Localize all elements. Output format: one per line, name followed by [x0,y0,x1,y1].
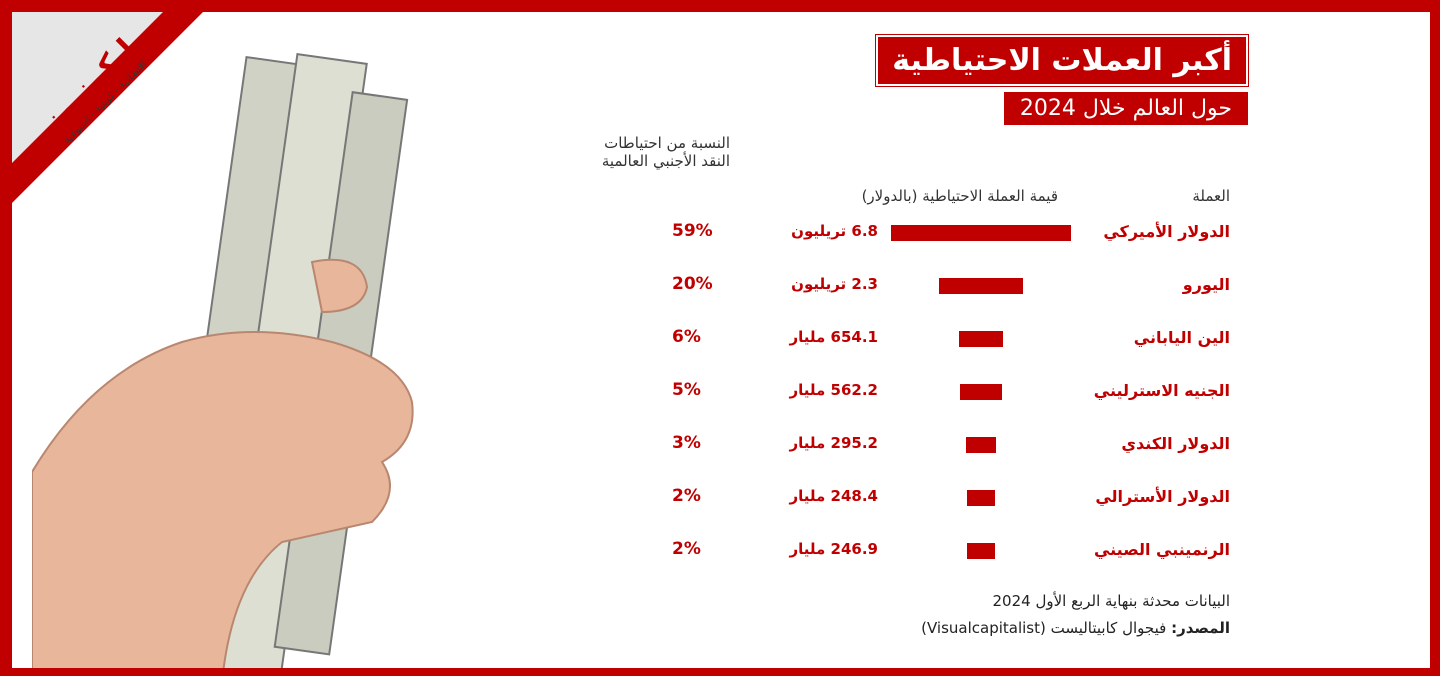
source-label: المصدر: [1171,619,1230,637]
bar [965,437,996,453]
chart-row: الجنيه الاسترليني 562.2 مليار 5% [12,377,1430,407]
header-share: النسبة من احتياطات النقد الأجنبي العالمي… [601,134,730,170]
bar [891,225,1071,241]
bar [939,278,1023,294]
chart-subtitle: حول العالم خلال 2024 [1003,92,1248,125]
header-currency: العملة [1192,187,1230,205]
currency-label: اليورو [1182,275,1230,294]
share-label: 5% [672,380,701,400]
value-label: 562.2 مليار [789,381,878,399]
header-value: قيمة العملة الاحتياطية (بالدولار) [861,187,1058,205]
value-label: 248.4 مليار [789,487,878,505]
share-label: 59% [672,221,713,241]
value-label: 2.3 تريليون [791,275,878,293]
chart-title: أكبر العملات الاحتياطية [876,35,1248,86]
chart-row: الرنمينبي الصيني 246.9 مليار 2% [12,536,1430,566]
currency-label: الجنيه الاسترليني [1093,381,1230,400]
currency-label: الين الياباني [1133,328,1230,347]
value-label: 654.1 مليار [789,328,878,346]
currency-label: الرنمينبي الصيني [1093,540,1230,559]
share-label: 2% [672,539,701,559]
value-label: 6.8 تريليون [791,222,878,240]
corner-banner-inner [12,12,175,175]
share-label: 6% [672,327,701,347]
source-text: فيجوال كابيتاليست (Visualcapitalist) [921,619,1167,637]
share-label: 2% [672,486,701,506]
bar [967,543,995,559]
hand-holding-dollars-image [32,52,414,668]
chart-row: الين الياباني 654.1 مليار 6% [12,324,1430,354]
value-label: 295.2 مليار [789,434,878,452]
bar [960,384,1002,400]
value-label: 246.9 مليار [789,540,878,558]
currency-label: الدولار الأسترالي [1095,487,1230,506]
chart-row: اليورو 2.3 تريليون 20% [12,271,1430,301]
chart-row: الدولار الأميركي 6.8 تريليون 59% [12,218,1430,248]
bar [958,331,1004,347]
share-label: 20% [672,274,713,294]
currency-label: الدولار الأميركي [1103,222,1230,241]
chart-row: الدولار الأسترالي 248.4 مليار 2% [12,483,1430,513]
chart-row: الدولار الكندي 295.2 مليار 3% [12,430,1430,460]
currency-label: الدولار الكندي [1121,434,1230,453]
share-label: 3% [672,433,701,453]
bar [967,490,995,506]
infographic: إيكونيوز اقتصادية - كويتية - اسبوعية أكب… [12,12,1430,668]
footer-note: البيانات محدثة بنهاية الربع الأول 2024 [992,592,1230,610]
